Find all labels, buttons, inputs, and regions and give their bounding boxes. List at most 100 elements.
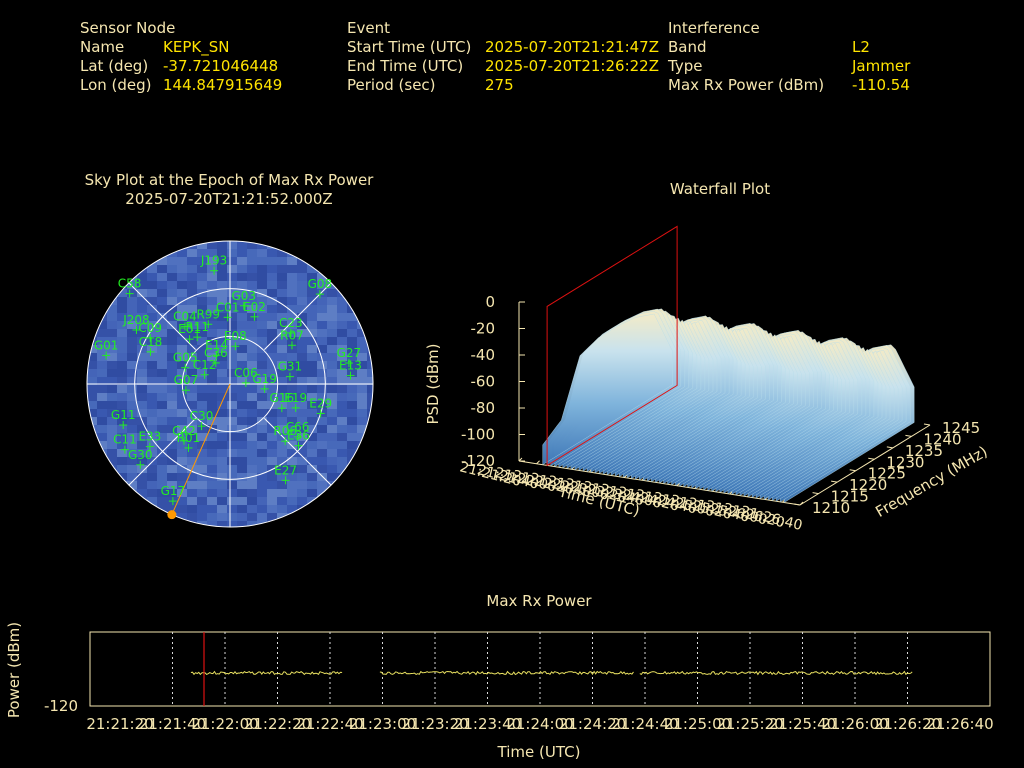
sky-tile (257, 449, 267, 457)
sky-tile (357, 505, 367, 513)
sky-tile (277, 481, 287, 489)
satellite: E29 (309, 396, 332, 418)
sky-tile (197, 393, 207, 401)
sky-tile (197, 305, 207, 313)
sky-tile (157, 241, 167, 249)
psd-tick-label: -60 (471, 373, 496, 391)
sky-tile (187, 393, 197, 401)
sky-tile (267, 353, 277, 361)
sky-axis-diagonal (264, 418, 332, 486)
sky-tile (267, 465, 277, 473)
sky-tile (257, 409, 267, 417)
sky-tile (157, 505, 167, 513)
sky-tile (317, 377, 327, 385)
sky-tile (227, 417, 237, 425)
sky-tile (367, 513, 373, 521)
sky-tile (187, 321, 197, 329)
sky-tile (227, 489, 237, 497)
satellite: G19 (252, 372, 277, 393)
sky-tile (337, 297, 347, 305)
sky-tile (307, 401, 317, 409)
sky-tile (177, 433, 187, 441)
sky-tile (137, 329, 147, 337)
sky-tile (227, 425, 237, 433)
sky-tile (197, 241, 207, 249)
satellite: G03 (232, 289, 257, 310)
sky-tile (97, 353, 107, 361)
sky-tile (337, 465, 347, 473)
sky-tile (367, 273, 373, 281)
satellite: G07 (174, 373, 198, 395)
sky-tile (317, 505, 327, 513)
psd-tick-label: 0 (485, 293, 495, 311)
time-tick-label: 21:26:40 (739, 503, 804, 534)
time-tick (799, 501, 804, 506)
sky-tile (117, 449, 127, 457)
sky-tile (207, 481, 217, 489)
sky-tile (317, 473, 327, 481)
sky-tile (117, 345, 127, 353)
sky-tile (217, 441, 227, 449)
sky-tile (327, 441, 337, 449)
sky-tile (227, 313, 237, 321)
sky-tile (167, 457, 177, 465)
sky-tile (317, 329, 327, 337)
sky-tile (147, 265, 157, 273)
sky-tile (127, 361, 137, 369)
sky-tile (187, 305, 197, 313)
sky-tile (257, 465, 267, 473)
frequency-tick (905, 434, 912, 437)
sky-tile (217, 361, 227, 369)
sky-tile (257, 289, 267, 297)
sky-tile (247, 449, 257, 457)
sky-tile (187, 513, 197, 521)
sky-tile (137, 465, 147, 473)
sky-tile (247, 521, 257, 527)
sky-tile (177, 353, 187, 361)
sky-tile (327, 329, 337, 337)
sky-tile (127, 497, 137, 505)
sky-tile (207, 345, 217, 353)
sky-tile (297, 489, 307, 497)
sky-tile (327, 465, 337, 473)
sky-tile (97, 417, 107, 425)
sky-tile (87, 489, 97, 497)
sky-tile (177, 369, 187, 377)
sky-tile (187, 369, 197, 377)
sky-tile (117, 393, 127, 401)
sky-tile (277, 377, 287, 385)
sky-tile (107, 441, 117, 449)
sky-tile (177, 417, 187, 425)
sky-tile (97, 321, 107, 329)
sky-tile (127, 353, 137, 361)
sky-tile (337, 377, 347, 385)
sky-tile (307, 369, 317, 377)
sky-tile (157, 289, 167, 297)
sky-tile (187, 441, 197, 449)
sky-tile (127, 425, 137, 433)
satellite-label: G17 (161, 484, 186, 498)
sky-tile (337, 417, 347, 425)
sky-tile (117, 313, 127, 321)
sky-plot-subtitle: 2025-07-20T21:21:52.000Z (125, 190, 333, 208)
sky-tile (167, 425, 177, 433)
sky-tile (187, 249, 197, 257)
satellite-label: G05 (173, 351, 198, 365)
sky-tile (247, 417, 257, 425)
sky-tile (197, 433, 207, 441)
sky-tile (187, 257, 197, 265)
sky-tile (107, 433, 117, 441)
sky-tile (267, 377, 277, 385)
sky-tile (147, 305, 157, 313)
satellite-label: E08 (224, 329, 247, 343)
satellite-label: G03 (232, 289, 257, 303)
sky-tile (107, 281, 117, 289)
sky-tile (97, 385, 107, 393)
sky-tile (127, 313, 137, 321)
sky-tile (347, 313, 357, 321)
sky-tile (277, 289, 287, 297)
sky-tile (217, 465, 227, 473)
satellite-label: C58 (118, 277, 142, 291)
